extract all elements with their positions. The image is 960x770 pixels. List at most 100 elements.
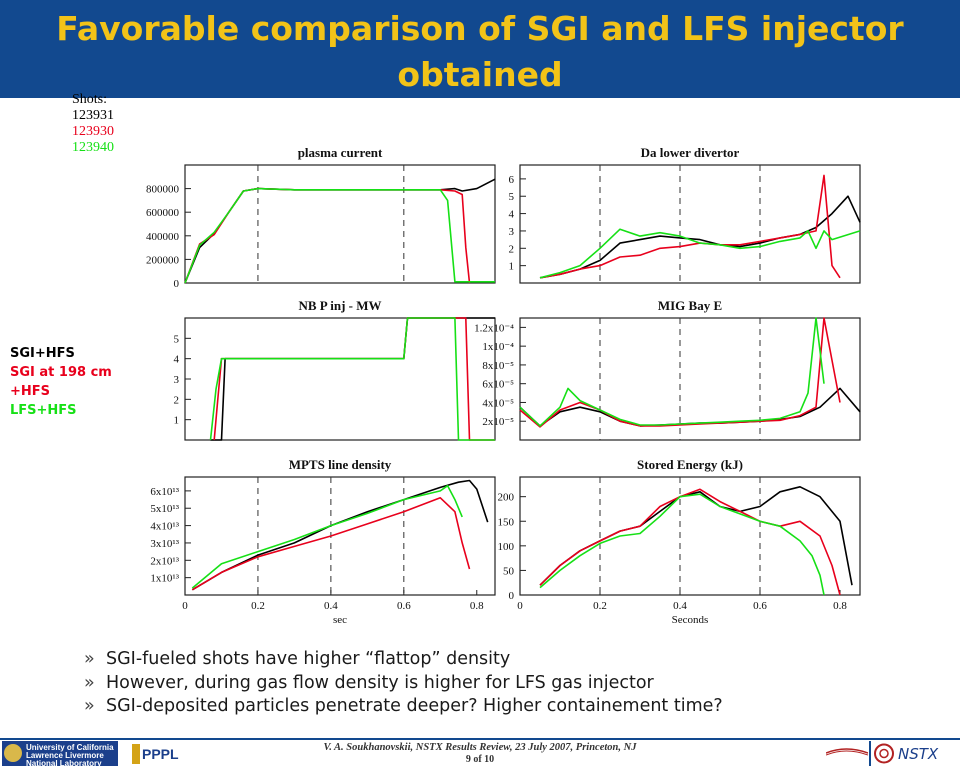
- legend-entry: +HFS: [10, 384, 51, 399]
- chart-frame: [184, 476, 496, 596]
- footer-bar: [0, 738, 960, 770]
- legend-entry: SGI at 198 cm: [10, 365, 112, 380]
- y-tick-label: 200000: [146, 254, 180, 266]
- series-line-123940: [184, 187, 495, 284]
- y-tick-label: 1: [509, 261, 515, 273]
- y-tick-label: 3: [174, 374, 180, 386]
- series-line-123931: [539, 195, 861, 279]
- chart-title: Stored Energy (kJ): [637, 457, 743, 472]
- shot-number: 123940: [72, 140, 114, 155]
- y-tick-label: 8x10⁻⁵: [482, 360, 514, 372]
- x-tick-label: 0.2: [593, 600, 607, 612]
- chart-frame: [184, 164, 496, 284]
- x-tick-label: 0.2: [251, 600, 265, 612]
- series-line-123940: [519, 317, 825, 427]
- y-tick-label: 1: [174, 415, 180, 427]
- footer-citation: V. A. Soukhanovskii, NSTX Results Review…: [323, 742, 637, 753]
- llnl-logo: University of California Lawrence Livermo…: [2, 741, 118, 768]
- series-line-123940: [209, 317, 495, 441]
- y-tick-label: 5x10¹³: [150, 503, 179, 515]
- chart-frame: [519, 164, 861, 284]
- chart-title: NB P inj - MW: [298, 298, 381, 313]
- bullet-list: » SGI-fueled shots have higher “flattop” …: [84, 648, 723, 719]
- chart-frame: [519, 317, 861, 441]
- chart-title: MPTS line density: [289, 457, 392, 472]
- shots-label: Shots:: [72, 92, 108, 107]
- y-tick-label: 6: [509, 174, 515, 186]
- y-tick-label: 4x10⁻⁵: [482, 397, 514, 409]
- llnl-text-line: University of California: [26, 743, 114, 752]
- llnl-text-line: Lawrence Livermore: [26, 751, 104, 760]
- x-tick-label: 0: [517, 600, 523, 612]
- y-tick-label: 2: [509, 243, 515, 255]
- legend-entry: SGI+HFS: [10, 346, 75, 361]
- y-tick-label: 0: [509, 590, 515, 602]
- series-line-123940: [191, 484, 463, 589]
- pppl-logo-text: PPPL: [142, 746, 179, 762]
- y-tick-label: 0: [174, 278, 180, 290]
- x-tick-label: 0: [182, 600, 188, 612]
- chart-title: Da lower divertor: [641, 145, 740, 160]
- y-tick-label: 6x10⁻⁵: [482, 379, 514, 391]
- y-tick-label: 6x10¹³: [150, 486, 179, 498]
- x-tick-label: 0.4: [673, 600, 687, 612]
- y-tick-label: 600000: [146, 207, 180, 219]
- bullet-text: However, during gas flow density is high…: [106, 672, 654, 693]
- y-tick-label: 100: [498, 541, 515, 553]
- y-tick-label: 50: [503, 565, 515, 577]
- y-tick-label: 4x10¹³: [150, 521, 179, 533]
- series-line-123940: [539, 228, 861, 279]
- y-tick-label: 4: [174, 354, 180, 366]
- x-tick-label: 0.4: [324, 600, 338, 612]
- shot-number: 123931: [72, 108, 114, 123]
- bullet-text: SGI-fueled shots have higher “flattop” d…: [106, 649, 511, 669]
- x-tick-label: 0.8: [833, 600, 847, 612]
- chart-frame: [184, 317, 496, 441]
- bullet-item: » SGI-fueled shots have higher “flattop” …: [84, 648, 723, 672]
- y-tick-label: 200: [498, 492, 515, 504]
- x-tick-label: 0.6: [753, 600, 767, 612]
- uc-seal-icon: [4, 744, 22, 762]
- bullet-item: » SGI-deposited particles penetrate deepe…: [84, 695, 723, 719]
- series-line-123930: [539, 488, 841, 596]
- y-tick-label: 800000: [146, 184, 180, 196]
- bullet-marker-icon: »: [84, 696, 95, 716]
- nstx-logo: NSTX: [874, 743, 939, 764]
- y-tick-label: 4: [509, 209, 515, 221]
- nstx-swoosh-icon: [826, 748, 868, 756]
- y-tick-label: 2x10⁻⁵: [482, 416, 514, 428]
- x-tick-label: 0.6: [397, 600, 411, 612]
- y-tick-label: 1x10⁻⁴: [482, 341, 514, 353]
- x-axis-label: sec: [333, 614, 347, 626]
- title-bar: [0, 0, 960, 98]
- chart-frame: [519, 476, 861, 596]
- x-tick-label: 0.8: [470, 600, 484, 612]
- llnl-logo-text: University of California Lawrence Livermo…: [26, 744, 118, 768]
- y-tick-label: 1.2x10⁻⁴: [474, 322, 514, 334]
- y-tick-label: 5: [174, 333, 180, 345]
- y-tick-label: 400000: [146, 231, 180, 243]
- chart-title: plasma current: [298, 145, 383, 160]
- y-tick-label: 2x10¹³: [150, 555, 179, 567]
- bullet-text: SGI-deposited particles penetrate deeper…: [106, 696, 723, 716]
- pppl-logo: PPPL: [132, 744, 179, 764]
- page-number: 9 of 10: [465, 754, 495, 765]
- bullet-item: » However, during gas flow density is hig…: [84, 672, 723, 696]
- series-line-123930: [519, 317, 841, 428]
- series-line-123940: [539, 493, 825, 596]
- y-tick-label: 2: [174, 394, 180, 406]
- injector-legend: SGI+HFS SGI at 198 cm +HFS LFS+HFS: [10, 344, 112, 420]
- x-axis-label: Seconds: [672, 614, 709, 626]
- shot-number: 123930: [72, 124, 114, 139]
- y-tick-label: 150: [498, 516, 515, 528]
- nstx-logo-text: NSTX: [898, 745, 939, 763]
- llnl-text-line: National Laboratory: [26, 759, 102, 768]
- bullet-marker-icon: »: [84, 649, 95, 669]
- y-tick-label: 5: [509, 191, 515, 203]
- legend-entry: LFS+HFS: [10, 403, 77, 418]
- shots-legend: Shots: 123931 123930 123940: [72, 92, 114, 156]
- y-tick-label: 1x10¹³: [150, 573, 179, 585]
- bullet-marker-icon: »: [84, 672, 95, 693]
- footer-divider: [869, 741, 871, 766]
